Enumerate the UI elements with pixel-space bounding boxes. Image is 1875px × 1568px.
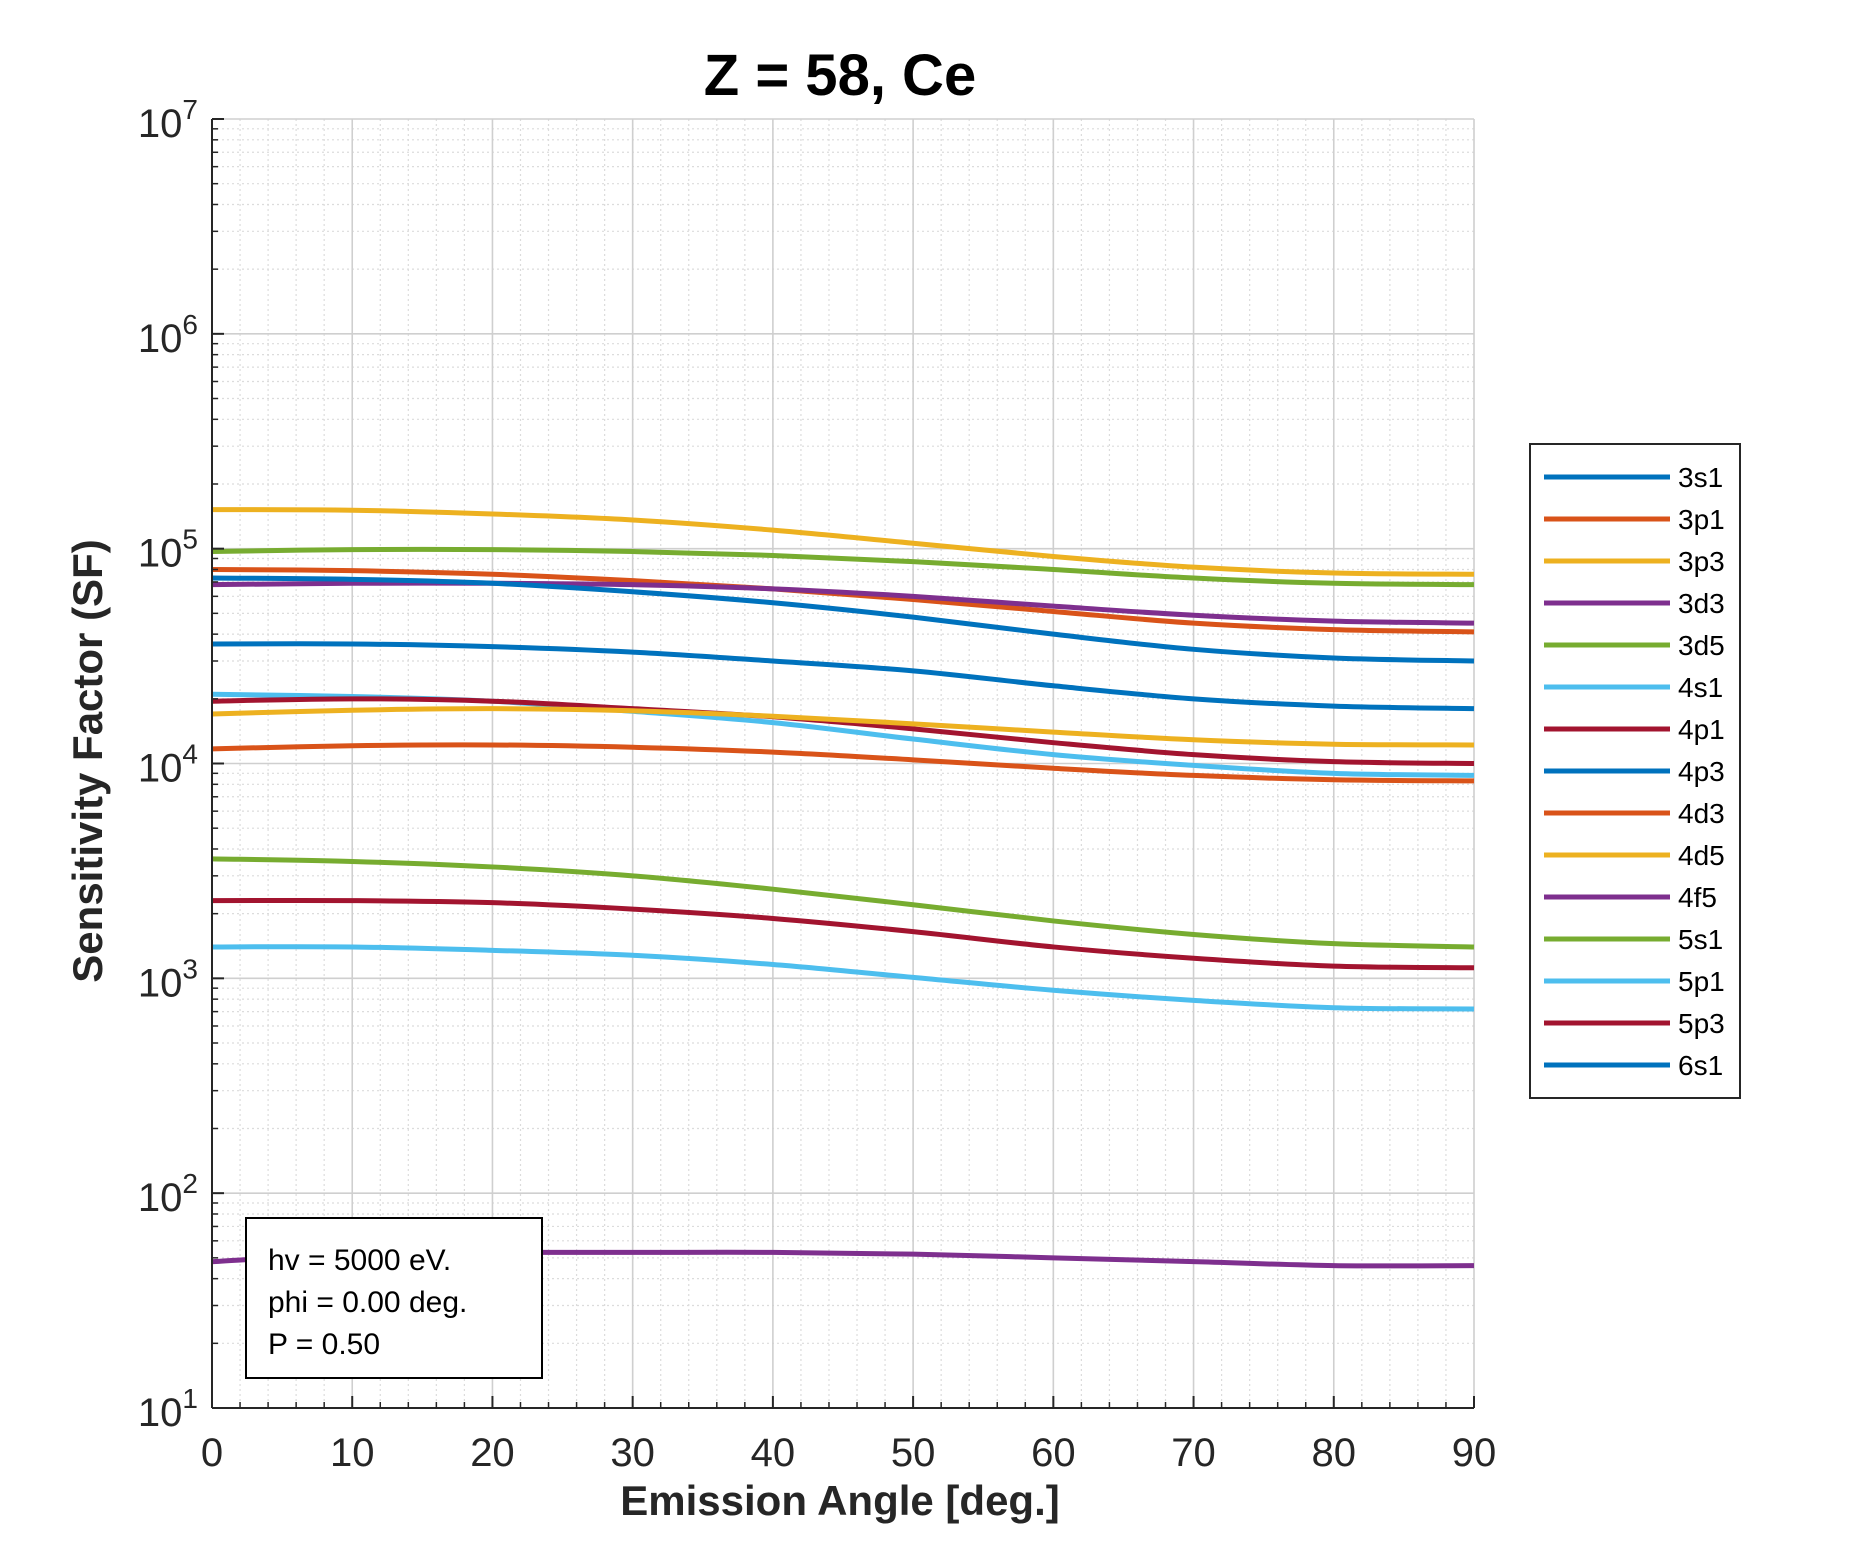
series-line-4d5 <box>211 706 1475 748</box>
series-line-5p3 <box>211 897 1475 971</box>
y-tick-label: 105 <box>138 524 198 576</box>
x-tick-label: 0 <box>201 1431 223 1475</box>
x-axis-label: Emission Angle [deg.] <box>620 1477 1059 1524</box>
series-layer <box>211 507 1475 1269</box>
legend-label-5p1: 5p1 <box>1678 966 1725 997</box>
legend-label-4p3: 4p3 <box>1678 756 1725 787</box>
legend-label-4f5: 4f5 <box>1678 882 1717 913</box>
annotation-frame <box>245 1217 543 1379</box>
x-tick-label: 40 <box>751 1431 796 1475</box>
x-tick-label: 70 <box>1171 1431 1216 1475</box>
y-axis-label: Sensitivity Factor (SF) <box>64 539 111 982</box>
x-tick-label: 10 <box>330 1431 375 1475</box>
y-tick-label: 106 <box>138 309 198 361</box>
y-tick-label: 101 <box>138 1383 198 1435</box>
series-line-3s1 <box>211 641 1475 712</box>
axes-layer: 0 10 20 30 40 50 60 70 80 90 101 102 103 104 105 106 107 <box>138 94 1496 1475</box>
grid-layer <box>211 118 1475 1409</box>
x-tick-label: 90 <box>1452 1431 1497 1475</box>
series-line-5p1 <box>211 944 1475 1012</box>
annotation-line: hv = 5000 eV. <box>268 1244 451 1277</box>
legend: 3s1 3p1 3p3 3d3 3d5 4s1 4p1 4p3 4d3 4d5 4f5 5s1 5p1 5… <box>1529 443 1741 1099</box>
y-tick-label: 107 <box>138 94 198 146</box>
legend-label-3d5: 3d5 <box>1678 630 1725 661</box>
y-tick-label: 104 <box>138 739 198 791</box>
legend-label-4p1: 4p1 <box>1678 714 1725 745</box>
annotation-line: phi = 0.00 deg. <box>268 1286 467 1319</box>
legend-label-5p3: 5p3 <box>1678 1008 1725 1039</box>
x-tick-label: 50 <box>891 1431 936 1475</box>
x-tick-label: 60 <box>1031 1431 1076 1475</box>
legend-label-3p3: 3p3 <box>1678 546 1725 577</box>
series-line-3d3 <box>211 580 1475 626</box>
series-line-4p3 <box>211 575 1475 664</box>
legend-label-6s1: 6s1 <box>1678 1050 1723 1081</box>
x-tick-label: 30 <box>610 1431 655 1475</box>
y-tick-label: 102 <box>138 1168 198 1220</box>
series-line-3d5 <box>211 546 1475 588</box>
x-tick-label: 80 <box>1312 1431 1357 1475</box>
annotation-line: P = 0.50 <box>268 1328 380 1361</box>
series-line-3p3 <box>211 507 1475 577</box>
legend-label-3p1: 3p1 <box>1678 504 1725 535</box>
y-tick-label: 103 <box>138 953 198 1005</box>
legend-label-5s1: 5s1 <box>1678 924 1723 955</box>
series-line-5s1 <box>211 856 1475 950</box>
legend-label-4d5: 4d5 <box>1678 840 1725 871</box>
annotation-box: hv = 5000 eV. phi = 0.00 deg. P = 0.50 <box>245 1217 543 1379</box>
legend-label-4d3: 4d3 <box>1678 798 1725 829</box>
legend-label-3s1: 3s1 <box>1678 462 1723 493</box>
legend-label-4s1: 4s1 <box>1678 672 1723 703</box>
legend-label-3d3: 3d3 <box>1678 588 1725 619</box>
series-line-4d3 <box>211 742 1475 784</box>
chart-title: Z = 58, Ce <box>704 43 976 108</box>
x-tick-label: 20 <box>470 1431 515 1475</box>
